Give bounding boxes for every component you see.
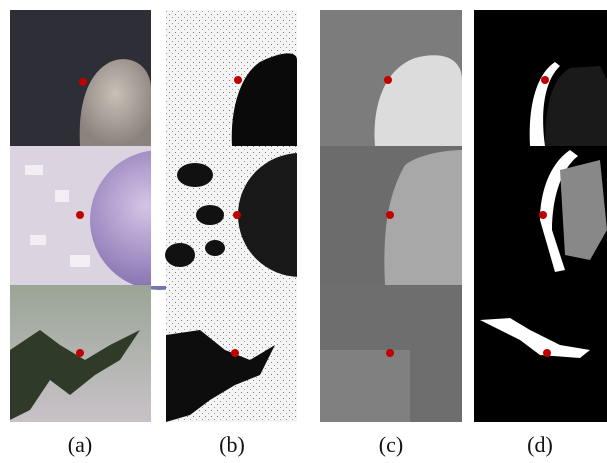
figure: (a) (b) (c) (d) [0,0,607,463]
panel-label: (b) [219,432,245,457]
panel-label: (a) [68,432,92,457]
panel-label: (c) [379,432,403,457]
panel-label: (d) [527,432,553,457]
